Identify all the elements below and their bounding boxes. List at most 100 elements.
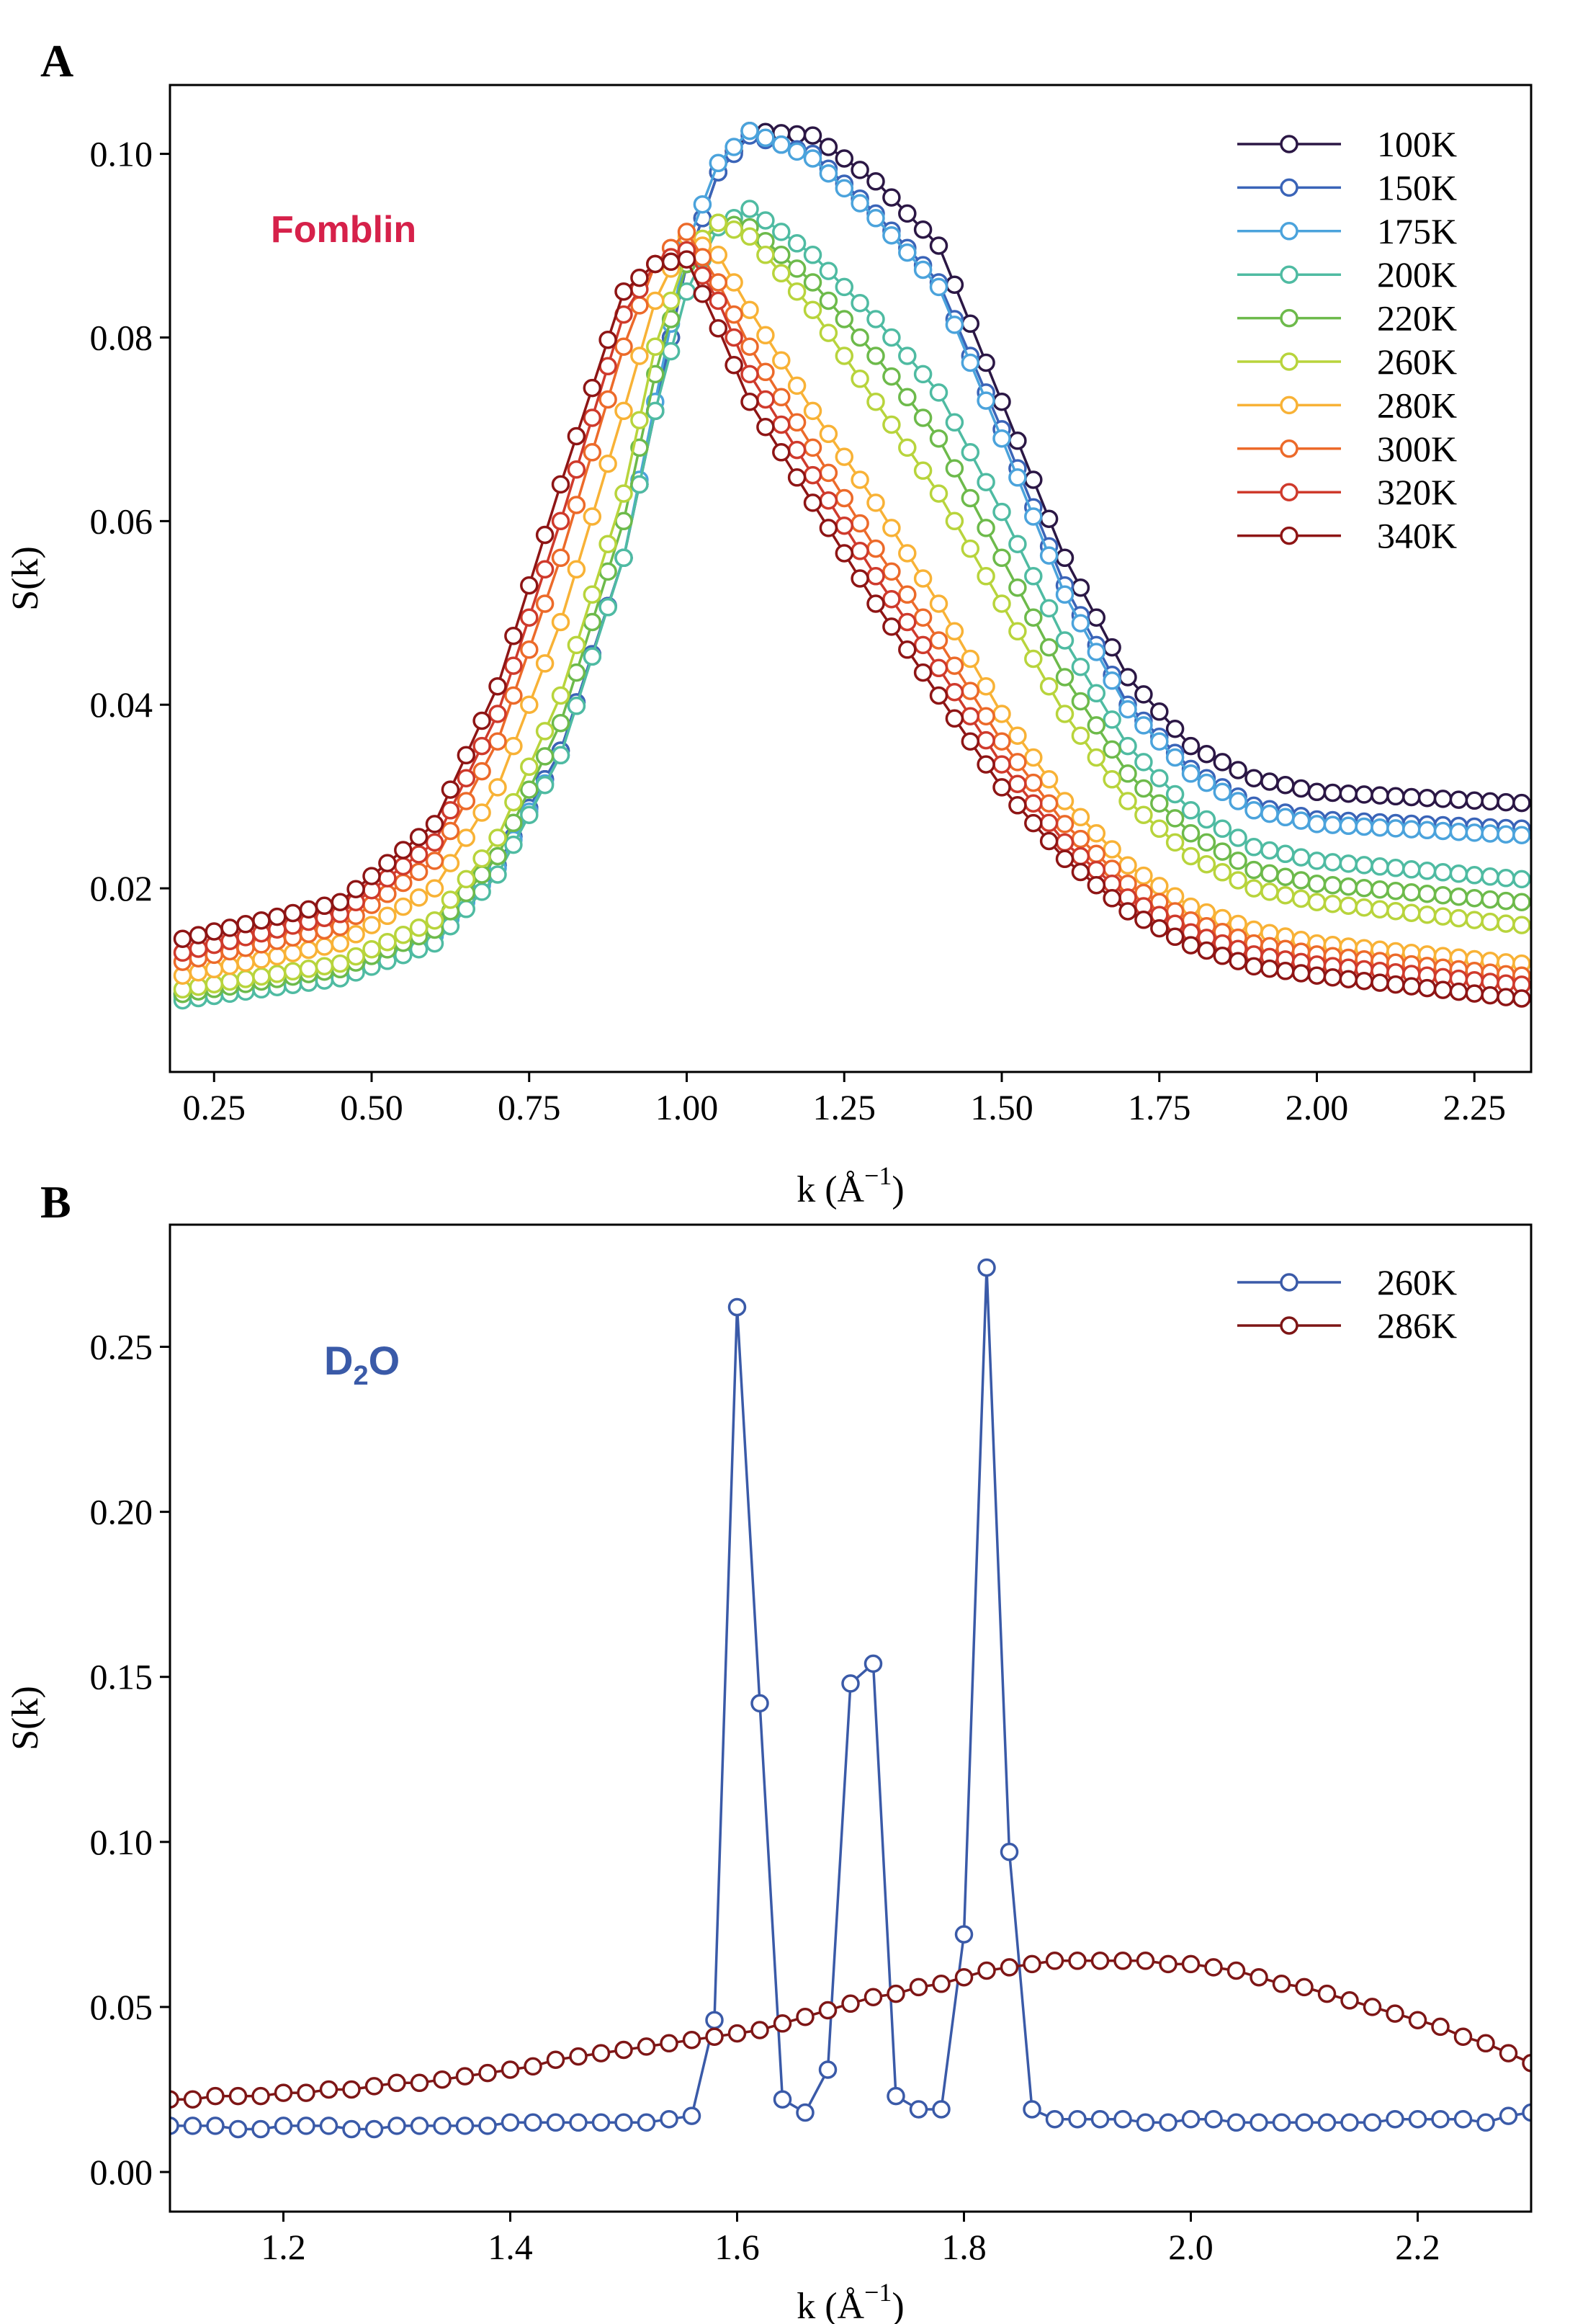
- data-point: [1497, 869, 1515, 888]
- data-point: [835, 347, 854, 365]
- data-point: [1055, 631, 1075, 650]
- data-point: [1497, 914, 1515, 933]
- data-point: [1181, 736, 1201, 756]
- data-point: [725, 138, 743, 156]
- legend-label: 340K: [1377, 516, 1457, 556]
- data-point: [787, 234, 807, 253]
- data-point: [913, 663, 933, 682]
- data-point: [835, 277, 854, 297]
- data-point: [818, 2001, 838, 2020]
- data-point: [1465, 791, 1484, 810]
- data-point: [773, 2090, 792, 2109]
- data-point: [1433, 790, 1453, 808]
- data-point: [740, 365, 759, 384]
- data-point: [787, 376, 807, 395]
- data-point: [772, 246, 791, 264]
- data-point: [977, 519, 995, 537]
- data-point: [251, 2086, 270, 2106]
- data-point: [740, 300, 759, 319]
- data-point: [898, 544, 917, 563]
- data-point: [551, 548, 570, 568]
- data-point: [472, 803, 491, 822]
- data-point: [504, 792, 523, 812]
- data-point: [803, 493, 822, 512]
- x-tick-label: 1.25: [813, 1087, 876, 1127]
- data-point: [1008, 432, 1027, 450]
- series-340K: [173, 250, 1531, 1008]
- data-point: [1386, 2004, 1404, 2023]
- data-point: [342, 2119, 361, 2139]
- data-point: [945, 511, 964, 531]
- data-point: [1260, 864, 1279, 883]
- data-point: [319, 2080, 338, 2099]
- data-point: [977, 730, 995, 750]
- data-point: [1276, 962, 1295, 980]
- data-point: [1323, 875, 1342, 895]
- data-point: [882, 562, 901, 581]
- data-point: [835, 544, 854, 563]
- data-point: [1024, 567, 1043, 586]
- data-point: [851, 293, 869, 313]
- data-point: [773, 2014, 792, 2033]
- data-point: [929, 277, 948, 297]
- data-point: [315, 937, 334, 956]
- data-point: [457, 900, 476, 919]
- data-point: [882, 589, 901, 609]
- y-tick-label: 0.05: [90, 1987, 153, 2027]
- data-point: [992, 732, 1011, 751]
- data-point: [851, 328, 869, 347]
- data-point: [1118, 668, 1137, 687]
- data-point: [1433, 907, 1453, 926]
- legend-marker: [1280, 265, 1298, 284]
- data-point: [1068, 2109, 1087, 2129]
- data-point: [472, 736, 491, 756]
- data-point: [614, 484, 633, 503]
- data-point: [567, 697, 586, 715]
- data-point: [929, 631, 948, 650]
- data-point: [932, 1975, 951, 1993]
- data-point: [346, 947, 365, 966]
- data-point: [630, 268, 649, 287]
- data-point: [1512, 916, 1531, 934]
- data-point: [488, 778, 507, 797]
- data-point: [866, 594, 885, 613]
- axes-frame: [169, 1223, 1533, 2213]
- legend-label: 320K: [1377, 472, 1457, 512]
- data-point: [1023, 2100, 1041, 2119]
- data-point: [1449, 790, 1468, 809]
- data-point: [1087, 608, 1106, 627]
- data-point: [1260, 959, 1279, 978]
- data-point: [551, 713, 570, 733]
- data-point: [803, 300, 822, 319]
- data-point: [299, 940, 318, 960]
- data-point: [1039, 794, 1059, 813]
- legend-marker: [1280, 483, 1298, 501]
- data-point: [882, 188, 901, 207]
- data-point: [882, 415, 901, 434]
- data-point: [1402, 820, 1421, 839]
- data-point: [1317, 2113, 1337, 2132]
- data-point: [992, 548, 1011, 568]
- legend-item-100K: 100K: [1237, 124, 1457, 164]
- data-point: [977, 755, 995, 774]
- data-point: [535, 560, 555, 579]
- data-point: [1465, 911, 1484, 929]
- data-point: [992, 705, 1011, 723]
- series-260K: [170, 1258, 1531, 2139]
- data-point: [319, 2117, 338, 2135]
- data-point: [583, 408, 602, 427]
- data-point: [1023, 1954, 1041, 1974]
- data-point: [913, 608, 933, 627]
- data-point: [1244, 838, 1263, 857]
- data-point: [1113, 2109, 1132, 2129]
- data-point: [1402, 903, 1421, 922]
- y-tick-label: 0.06: [90, 501, 153, 541]
- data-point: [567, 460, 586, 479]
- data-point: [457, 828, 476, 847]
- data-point: [409, 862, 429, 881]
- data-point: [796, 2103, 815, 2122]
- data-point: [977, 707, 995, 725]
- data-point: [583, 378, 602, 398]
- data-point: [796, 2007, 815, 2026]
